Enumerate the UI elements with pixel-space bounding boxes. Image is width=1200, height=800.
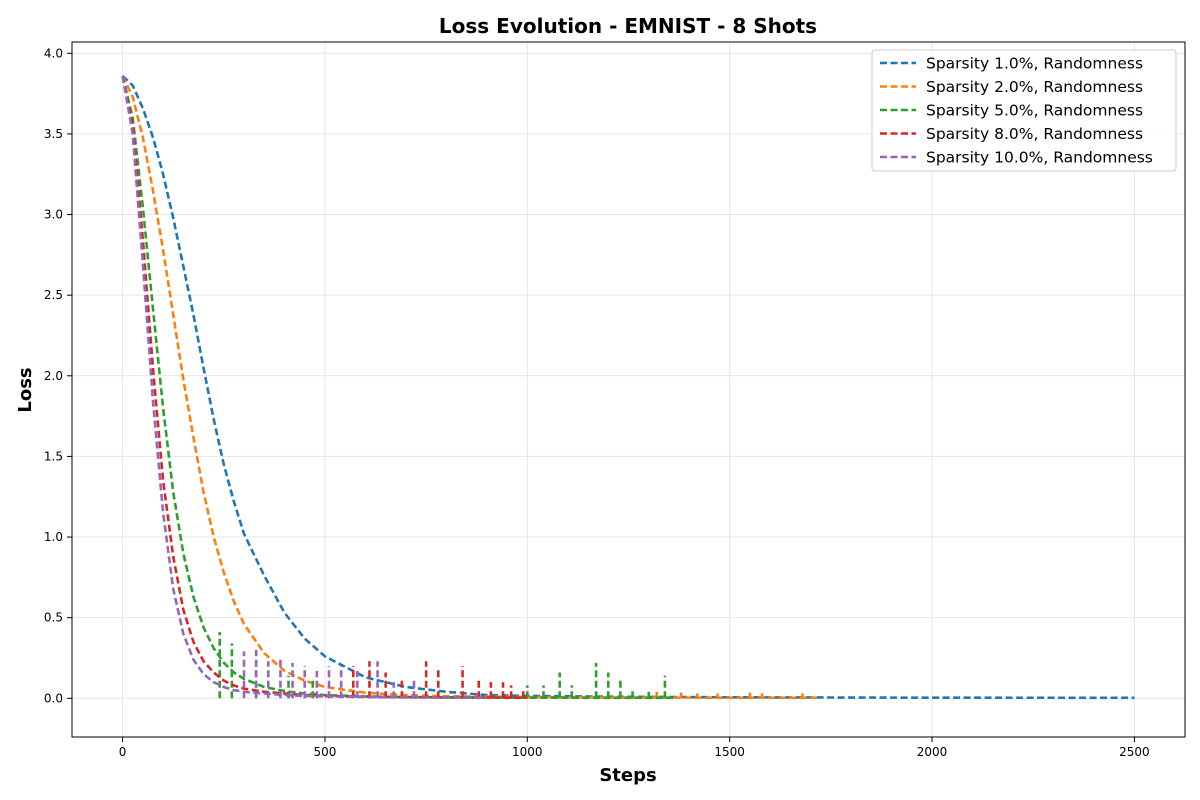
y-tick-label: 3.5 <box>44 127 63 141</box>
x-tick-label: 1500 <box>714 745 745 759</box>
series-line <box>121 75 487 700</box>
legend: Sparsity 1.0%, Randomness Sparsity 2.0%, … <box>871 49 1177 172</box>
series-line <box>121 75 819 700</box>
y-tick-label: 1.0 <box>44 530 63 544</box>
legend-label: Sparsity 10.0%, Randomness <box>926 149 1153 167</box>
y-tick-label: 4.0 <box>44 46 63 60</box>
x-tick-label: 500 <box>314 745 337 759</box>
y-axis-title: Loss <box>15 367 36 412</box>
y-tick-label: 0.0 <box>44 691 63 705</box>
y-tick-label: 0.5 <box>44 611 63 625</box>
y-tick-label: 2.0 <box>44 369 63 383</box>
series-line <box>121 74 1135 700</box>
x-tick-label: 2500 <box>1119 745 1150 759</box>
legend-label: Sparsity 1.0%, Randomness <box>926 55 1143 73</box>
y-axis: 0.0 0.5 1.0 1.5 2.0 2.5 3.0 3.5 4.0 <box>44 46 72 705</box>
legend-box <box>871 49 1177 172</box>
series-5 <box>121 75 487 700</box>
x-axis-title: Steps <box>599 765 656 786</box>
x-axis: 0 500 1000 1500 2000 2500 <box>119 737 1150 759</box>
x-tick-label: 0 <box>119 745 127 759</box>
y-tick-label: 2.5 <box>44 288 63 302</box>
series-1 <box>121 74 1135 700</box>
series-line <box>121 75 673 700</box>
series-2 <box>121 75 819 700</box>
chart-title: Loss Evolution - EMNIST - 8 Shots <box>439 14 817 38</box>
x-tick-label: 1000 <box>512 745 543 759</box>
y-tick-label: 1.5 <box>44 449 63 463</box>
y-tick-label: 3.0 <box>44 208 63 222</box>
series-group <box>121 74 1135 700</box>
series-3 <box>121 75 673 700</box>
x-tick-label: 2000 <box>917 745 948 759</box>
legend-label: Sparsity 8.0%, Randomness <box>926 125 1143 143</box>
legend-label: Sparsity 2.0%, Randomness <box>926 78 1143 96</box>
plot-frame <box>71 41 1186 738</box>
legend-label: Sparsity 5.0%, Randomness <box>926 102 1143 120</box>
